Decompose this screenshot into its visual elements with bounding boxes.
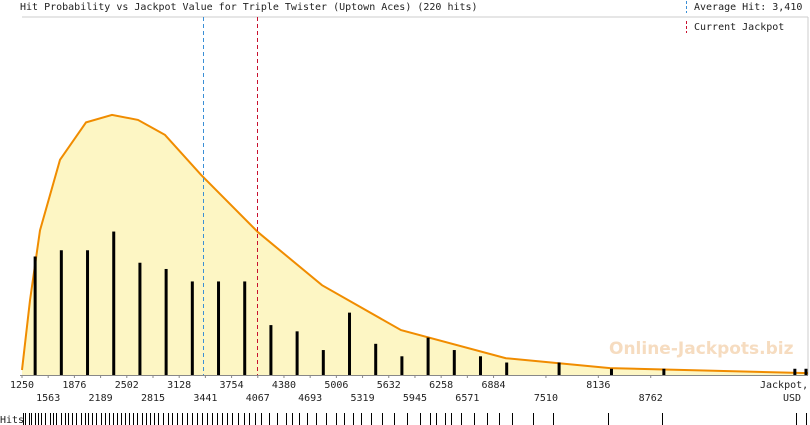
x-tick-label: 4380 [272,380,296,391]
x-axis-label: USD [783,393,801,404]
x-tick-label: 8136 [586,380,610,391]
bar [59,250,63,375]
x-tick-label: 6571 [455,393,479,404]
x-tick-label: 2189 [89,393,113,404]
bar [86,250,90,375]
bar [374,343,378,375]
bar [164,268,168,375]
density-curve [21,113,809,375]
bar [217,281,221,375]
x-tick-label: 5006 [324,380,348,391]
bar [452,350,456,375]
bar [400,356,404,375]
x-tick-label: 4067 [246,393,270,404]
x-axis-label: Jackpot, [760,380,808,391]
x-tick-label: 1876 [62,380,86,391]
bar [269,325,273,375]
bar [348,312,352,375]
x-tick-label: 7510 [534,393,558,404]
legend-label: Average Hit: 3,410 [694,2,802,13]
bar [33,256,37,375]
chart-title: Hit Probability vs Jackpot Value for Tri… [20,2,478,13]
x-tick-label: 5319 [351,393,375,404]
x-tick-label: 6884 [482,380,506,391]
bar [505,362,509,375]
x-tick-label: 8762 [639,393,663,404]
bar [112,231,116,375]
bar [190,281,194,375]
x-tick-label: 3441 [193,393,217,404]
x-tick-label: 5632 [377,380,401,391]
x-tick-label: 2815 [141,393,165,404]
bar [138,262,142,375]
bar [609,368,613,375]
bar [321,350,325,375]
x-tick-label: 1250 [10,380,34,391]
bar [295,331,299,375]
x-tick-label: 4693 [298,393,322,404]
x-tick-label: 6258 [429,380,453,391]
bar [793,368,797,375]
bar [804,368,808,375]
watermark: Online-Jackpots.biz [609,339,794,359]
rug-label: Hits [0,415,24,425]
bar [557,362,561,375]
legend-label: Current Jackpot [694,22,784,33]
x-tick-label: 3754 [220,380,244,391]
bar [243,281,247,375]
x-tick-label: 3128 [167,380,191,391]
x-tick-label: 2502 [115,380,139,391]
bar [478,356,482,375]
x-tick-label: 5945 [403,393,427,404]
bar [426,337,430,375]
bar [662,368,666,375]
x-tick-label: 1563 [36,393,60,404]
